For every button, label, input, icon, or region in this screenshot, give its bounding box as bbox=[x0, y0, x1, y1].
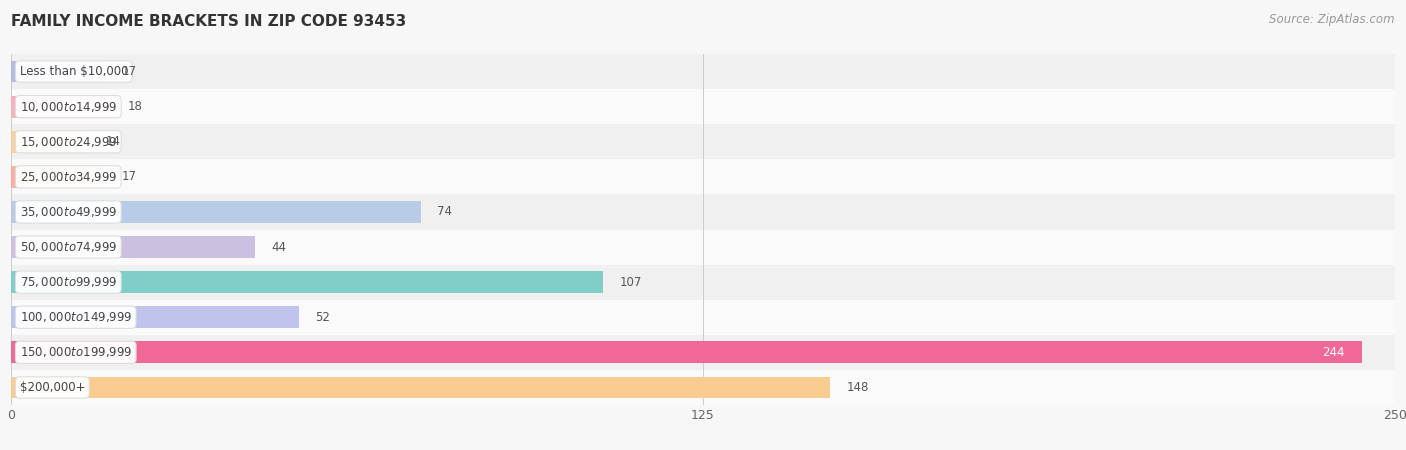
Text: 148: 148 bbox=[846, 381, 869, 394]
Text: 18: 18 bbox=[128, 100, 142, 113]
Bar bbox=[11, 166, 105, 188]
Bar bbox=[11, 54, 1395, 89]
Bar bbox=[11, 265, 1395, 300]
Text: 244: 244 bbox=[1323, 346, 1346, 359]
Bar bbox=[11, 370, 1395, 405]
Text: 14: 14 bbox=[105, 135, 121, 148]
Text: $50,000 to $74,999: $50,000 to $74,999 bbox=[20, 240, 117, 254]
Bar bbox=[11, 342, 1361, 363]
Bar bbox=[11, 230, 1395, 265]
Bar bbox=[11, 306, 299, 328]
Text: $100,000 to $149,999: $100,000 to $149,999 bbox=[20, 310, 132, 324]
Text: FAMILY INCOME BRACKETS IN ZIP CODE 93453: FAMILY INCOME BRACKETS IN ZIP CODE 93453 bbox=[11, 14, 406, 28]
Text: 74: 74 bbox=[437, 206, 453, 218]
Text: $15,000 to $24,999: $15,000 to $24,999 bbox=[20, 135, 117, 149]
Text: $25,000 to $34,999: $25,000 to $34,999 bbox=[20, 170, 117, 184]
Text: Source: ZipAtlas.com: Source: ZipAtlas.com bbox=[1270, 14, 1395, 27]
Bar bbox=[11, 61, 105, 82]
Text: 17: 17 bbox=[122, 171, 136, 183]
Text: $75,000 to $99,999: $75,000 to $99,999 bbox=[20, 275, 117, 289]
Bar bbox=[11, 201, 420, 223]
Text: Less than $10,000: Less than $10,000 bbox=[20, 65, 128, 78]
Text: $35,000 to $49,999: $35,000 to $49,999 bbox=[20, 205, 117, 219]
Text: 17: 17 bbox=[122, 65, 136, 78]
Text: 44: 44 bbox=[271, 241, 287, 253]
Bar bbox=[11, 159, 1395, 194]
Text: $200,000+: $200,000+ bbox=[20, 381, 84, 394]
Bar bbox=[11, 271, 603, 293]
Text: 52: 52 bbox=[315, 311, 330, 324]
Text: $10,000 to $14,999: $10,000 to $14,999 bbox=[20, 99, 117, 114]
Bar bbox=[11, 194, 1395, 230]
Bar bbox=[11, 300, 1395, 335]
Bar bbox=[11, 131, 89, 153]
Text: $150,000 to $199,999: $150,000 to $199,999 bbox=[20, 345, 132, 360]
Bar bbox=[11, 96, 111, 117]
Bar bbox=[11, 124, 1395, 159]
Bar bbox=[11, 236, 254, 258]
Bar bbox=[11, 335, 1395, 370]
Bar bbox=[11, 377, 831, 398]
Text: 107: 107 bbox=[620, 276, 643, 288]
Bar bbox=[11, 89, 1395, 124]
